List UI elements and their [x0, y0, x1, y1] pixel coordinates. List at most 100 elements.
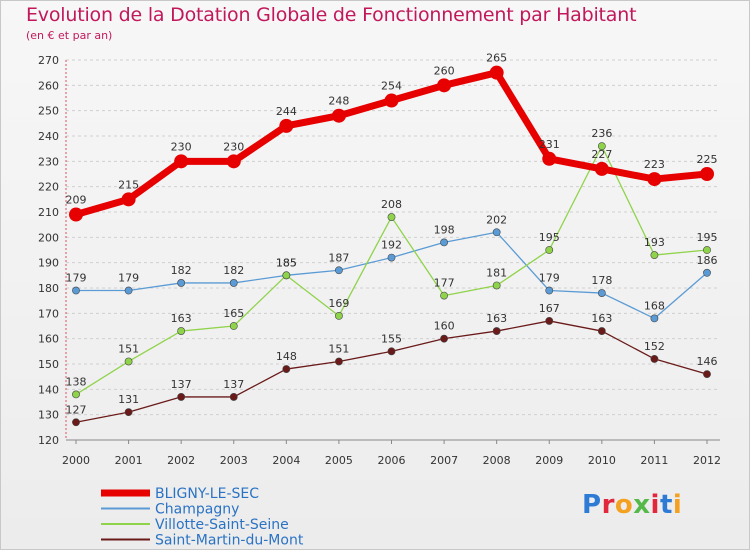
data-label: 167 — [539, 302, 560, 315]
data-label: 177 — [434, 277, 455, 290]
data-label: 160 — [434, 320, 455, 333]
y-tick-label: 180 — [38, 282, 59, 295]
data-label: 163 — [171, 312, 192, 325]
data-label: 179 — [118, 272, 139, 285]
data-point — [492, 281, 501, 290]
data-label: 209 — [66, 194, 87, 207]
data-point — [437, 78, 452, 93]
y-tick-label: 160 — [38, 333, 59, 346]
data-label: 138 — [66, 375, 87, 388]
data-point — [124, 286, 133, 295]
data-point — [545, 286, 554, 295]
data-point — [440, 291, 448, 300]
data-label: 137 — [223, 378, 244, 391]
data-label: 230 — [223, 140, 244, 153]
data-point — [545, 246, 554, 254]
data-point — [700, 167, 714, 181]
x-tick-label: 2010 — [588, 454, 616, 467]
data-point — [72, 286, 80, 295]
data-label: 165 — [223, 307, 244, 320]
y-tick-label: 130 — [38, 409, 59, 422]
data-point — [542, 151, 557, 166]
data-point — [177, 327, 186, 335]
data-point — [282, 271, 291, 280]
data-point — [387, 347, 396, 356]
data-point — [492, 228, 501, 237]
data-label: 151 — [118, 342, 139, 355]
data-label: 185 — [276, 256, 297, 269]
data-label: 236 — [591, 127, 612, 140]
data-point — [174, 154, 189, 169]
x-tick-label: 2001 — [115, 454, 143, 467]
data-label: 182 — [171, 264, 192, 277]
data-point — [335, 311, 343, 320]
data-label: 260 — [434, 64, 455, 77]
data-point — [177, 393, 186, 401]
data-label: 185 — [276, 256, 297, 269]
data-point — [387, 253, 396, 262]
y-tick-label: 220 — [38, 181, 59, 194]
data-label: 146 — [697, 355, 718, 368]
data-label: 225 — [697, 153, 718, 166]
data-label: 163 — [486, 312, 507, 325]
proxiti-logo: Proxiti — [582, 490, 683, 520]
y-tick-label: 120 — [38, 434, 59, 447]
data-label: 208 — [381, 198, 402, 211]
data-point — [597, 142, 606, 151]
data-point — [331, 108, 346, 123]
data-point — [124, 408, 133, 417]
y-tick-label: 170 — [38, 307, 59, 320]
x-tick-label: 2000 — [62, 454, 90, 467]
y-tick-label: 230 — [38, 155, 59, 168]
data-point — [282, 365, 291, 373]
data-label: 198 — [434, 223, 455, 236]
data-label: 248 — [328, 95, 349, 108]
data-point — [124, 357, 133, 366]
data-label: 127 — [66, 403, 87, 416]
y-tick-label: 250 — [38, 105, 59, 118]
data-label: 244 — [276, 105, 297, 118]
y-tick-label: 210 — [38, 206, 59, 219]
data-point — [492, 327, 501, 335]
data-point — [545, 317, 554, 325]
data-point — [597, 327, 606, 335]
data-point — [597, 289, 606, 297]
data-label: 163 — [591, 312, 612, 325]
legend-label: Villotte-Saint-Seine — [155, 517, 289, 533]
data-label: 179 — [539, 272, 560, 285]
data-point — [703, 370, 711, 379]
data-label: 148 — [276, 350, 297, 363]
y-tick-label: 200 — [38, 231, 59, 244]
y-tick-label: 260 — [38, 79, 59, 92]
legend-label: BLIGNY-LE-SEC — [155, 486, 259, 502]
y-tick-label: 150 — [38, 358, 59, 371]
data-point — [387, 213, 396, 221]
data-label: 192 — [381, 239, 402, 252]
data-point — [650, 251, 659, 259]
data-point — [177, 279, 186, 287]
data-point — [703, 268, 711, 277]
data-label: 195 — [697, 231, 718, 244]
data-point — [489, 65, 504, 80]
data-point — [229, 393, 238, 401]
data-point — [121, 192, 136, 207]
data-label: 187 — [328, 251, 349, 264]
data-label: 152 — [644, 340, 665, 353]
legend-label: Champagny — [155, 502, 239, 518]
data-point — [703, 246, 711, 254]
x-tick-label: 2008 — [483, 454, 511, 467]
data-point — [69, 207, 83, 222]
data-label: 230 — [171, 140, 192, 153]
data-label: 227 — [591, 148, 612, 161]
data-label: 168 — [644, 299, 665, 312]
x-tick-label: 2011 — [640, 454, 668, 467]
data-point — [335, 357, 343, 366]
y-tick-label: 240 — [38, 130, 59, 143]
chart-title: Evolution de la Dotation Globale de Fonc… — [26, 4, 637, 26]
data-label: 254 — [381, 80, 402, 93]
x-tick-label: 2005 — [325, 454, 353, 467]
data-label: 215 — [118, 178, 139, 191]
x-tick-label: 2003 — [220, 454, 248, 467]
data-point — [440, 334, 448, 343]
